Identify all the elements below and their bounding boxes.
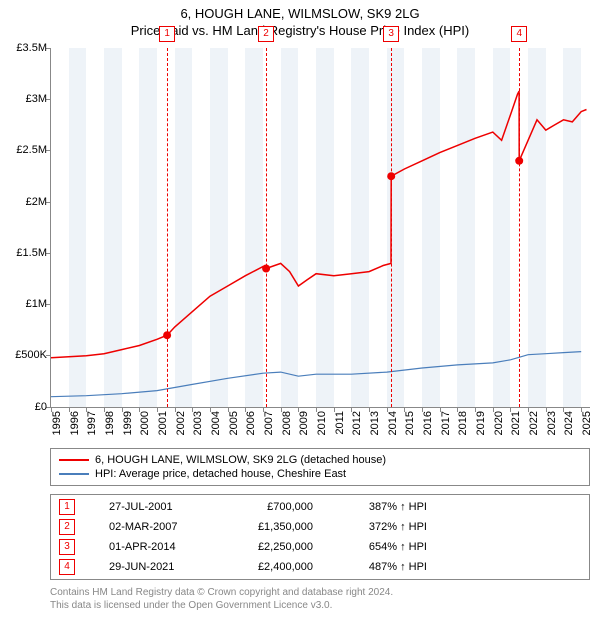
y-tick-label: £3M xyxy=(26,93,47,105)
marker-flag: 2 xyxy=(258,26,274,42)
y-tick-label: £0 xyxy=(35,401,47,413)
transaction-table: 1 27-JUL-2001 £700,000 387% ↑ HPI 2 02-MAR-20… xyxy=(50,494,590,580)
tx-flag: 2 xyxy=(59,519,75,535)
x-tick-label: 2012 xyxy=(351,411,363,435)
transaction-row: 1 27-JUL-2001 £700,000 387% ↑ HPI xyxy=(51,497,589,517)
series-line xyxy=(51,351,581,396)
x-tick-label: 2014 xyxy=(387,411,399,435)
marker-vline xyxy=(519,48,520,407)
tx-price: £2,400,000 xyxy=(223,561,343,573)
x-tick-label: 2000 xyxy=(139,411,151,435)
tx-date: 02-MAR-2007 xyxy=(79,521,219,533)
x-tick-label: 1996 xyxy=(69,411,81,435)
x-tick-label: 2015 xyxy=(404,411,416,435)
x-tick-label: 2018 xyxy=(457,411,469,435)
legend-label: HPI: Average price, detached house, Ches… xyxy=(95,468,346,480)
chart-title: 6, HOUGH LANE, WILMSLOW, SK9 2LG Price p… xyxy=(0,0,600,40)
title-address: 6, HOUGH LANE, WILMSLOW, SK9 2LG xyxy=(0,6,600,23)
x-tick-label: 2025 xyxy=(581,411,593,435)
x-tick-label: 2017 xyxy=(440,411,452,435)
x-tick-label: 2007 xyxy=(263,411,275,435)
marker-vline xyxy=(266,48,267,407)
x-tick-label: 1999 xyxy=(122,411,134,435)
x-tick-label: 1997 xyxy=(86,411,98,435)
y-tick-label: £2M xyxy=(26,196,47,208)
tx-date: 29-JUN-2021 xyxy=(79,561,219,573)
x-tick-label: 2002 xyxy=(175,411,187,435)
attribution-line: Contains HM Land Registry data © Crown c… xyxy=(50,586,590,599)
y-tick-label: £1M xyxy=(26,298,47,310)
marker-vline xyxy=(391,48,392,407)
tx-pct: 372% ↑ HPI xyxy=(347,521,427,533)
x-tick-label: 2008 xyxy=(281,411,293,435)
title-subtitle: Price paid vs. HM Land Registry's House … xyxy=(0,23,600,40)
y-tick-label: £2.5M xyxy=(16,144,47,156)
x-tick-label: 1995 xyxy=(51,411,63,435)
x-tick-label: 1998 xyxy=(104,411,116,435)
legend-label: 6, HOUGH LANE, WILMSLOW, SK9 2LG (detach… xyxy=(95,454,386,466)
x-tick-label: 2001 xyxy=(157,411,169,435)
tx-pct: 487% ↑ HPI xyxy=(347,561,427,573)
tx-date: 01-APR-2014 xyxy=(79,541,219,553)
x-tick-label: 2022 xyxy=(528,411,540,435)
tx-flag: 1 xyxy=(59,499,75,515)
marker-flag: 1 xyxy=(159,26,175,42)
transaction-row: 4 29-JUN-2021 £2,400,000 487% ↑ HPI xyxy=(51,557,589,577)
x-tick-label: 2009 xyxy=(298,411,310,435)
attribution-line: This data is licensed under the Open Gov… xyxy=(50,599,590,612)
marker-flag: 3 xyxy=(383,26,399,42)
tx-flag: 4 xyxy=(59,559,75,575)
x-tick-label: 2016 xyxy=(422,411,434,435)
tx-price: £2,250,000 xyxy=(223,541,343,553)
x-tick-label: 2004 xyxy=(210,411,222,435)
x-tick-label: 2024 xyxy=(563,411,575,435)
x-tick-label: 2023 xyxy=(546,411,558,435)
tx-flag: 3 xyxy=(59,539,75,555)
tx-date: 27-JUL-2001 xyxy=(79,501,219,513)
legend: 6, HOUGH LANE, WILMSLOW, SK9 2LG (detach… xyxy=(50,448,590,486)
plot-svg xyxy=(51,48,590,407)
x-tick-label: 2011 xyxy=(334,411,346,435)
chart-container: 6, HOUGH LANE, WILMSLOW, SK9 2LG Price p… xyxy=(0,0,600,620)
x-tick-label: 2006 xyxy=(245,411,257,435)
legend-swatch xyxy=(59,473,89,475)
x-tick-label: 2020 xyxy=(493,411,505,435)
x-tick-label: 2003 xyxy=(192,411,204,435)
x-tick-label: 2010 xyxy=(316,411,328,435)
plot-area: £0£500K£1M£1.5M£2M£2.5M£3M£3.5M199519961… xyxy=(50,48,590,408)
tx-price: £700,000 xyxy=(223,501,343,513)
series-line xyxy=(51,91,587,358)
x-tick-label: 2019 xyxy=(475,411,487,435)
transaction-row: 3 01-APR-2014 £2,250,000 654% ↑ HPI xyxy=(51,537,589,557)
y-tick-label: £3.5M xyxy=(16,42,47,54)
transaction-row: 2 02-MAR-2007 £1,350,000 372% ↑ HPI xyxy=(51,517,589,537)
y-tick-label: £500K xyxy=(15,349,47,361)
tx-price: £1,350,000 xyxy=(223,521,343,533)
tx-pct: 387% ↑ HPI xyxy=(347,501,427,513)
attribution: Contains HM Land Registry data © Crown c… xyxy=(50,586,590,612)
marker-flag: 4 xyxy=(511,26,527,42)
legend-row: 6, HOUGH LANE, WILMSLOW, SK9 2LG (detach… xyxy=(59,453,581,467)
tx-pct: 654% ↑ HPI xyxy=(347,541,427,553)
marker-vline xyxy=(167,48,168,407)
legend-row: HPI: Average price, detached house, Ches… xyxy=(59,467,581,481)
x-tick-label: 2021 xyxy=(510,411,522,435)
x-tick-label: 2005 xyxy=(228,411,240,435)
y-tick-label: £1.5M xyxy=(16,247,47,259)
x-tick-label: 2013 xyxy=(369,411,381,435)
legend-swatch xyxy=(59,459,89,461)
